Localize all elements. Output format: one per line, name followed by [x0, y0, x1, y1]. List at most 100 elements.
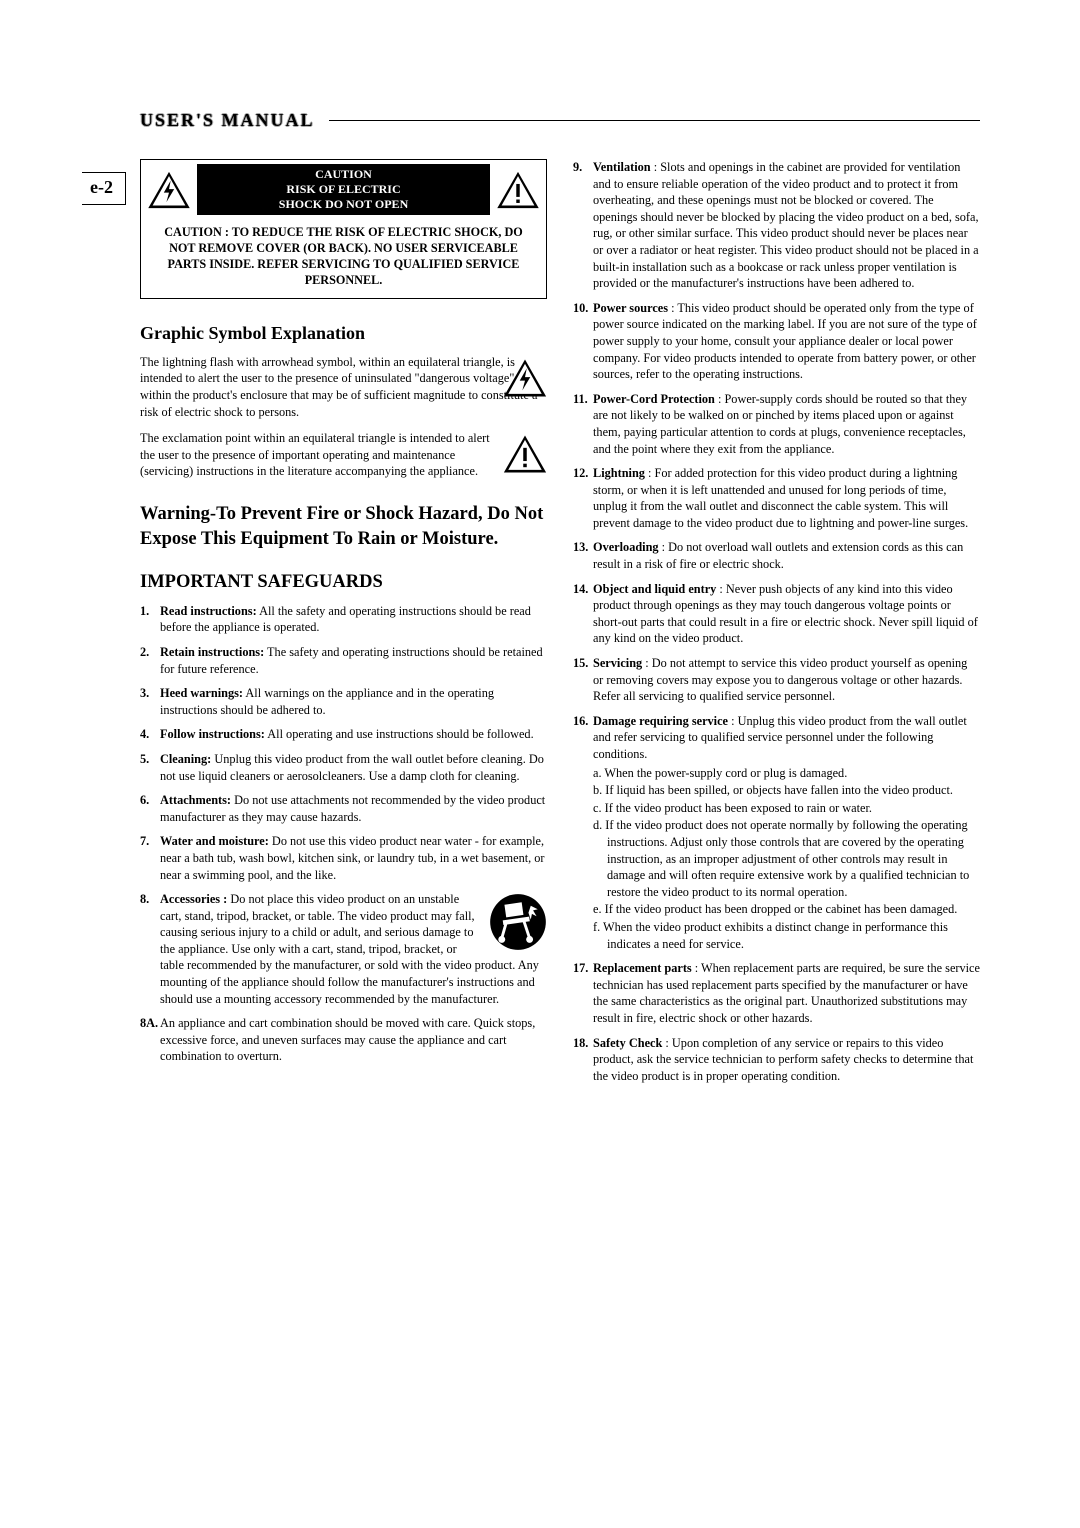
safeguard-item: 18. Safety Check : Upon completion of any… — [573, 1035, 980, 1085]
item-number: 6. — [140, 792, 149, 809]
lightning-triangle-icon — [503, 354, 547, 402]
header-rule — [329, 120, 980, 121]
item-lead: Accessories : — [160, 892, 227, 906]
gse-paragraph-2: The exclamation point within an equilate… — [140, 430, 547, 480]
content-columns: CAUTION RISK OF ELECTRIC SHOCK DO NOT OP… — [140, 159, 980, 1092]
caution-body-text: CAUTION : TO REDUCE THE RISK OF ELECTRIC… — [141, 219, 546, 298]
item-number: 9. — [573, 159, 582, 176]
item-lead: Cleaning: — [160, 752, 211, 766]
safeguard-item: 11. Power-Cord Protection : Power-supply … — [573, 391, 980, 457]
item-text: Retain instructions: The safety and oper… — [160, 645, 543, 676]
safeguard-item: 4. Follow instructions: All operating and… — [140, 726, 547, 743]
safeguard-item: 7.Water and moisture: Do not use this vi… — [140, 833, 547, 883]
safeguard-item: 8A.An appliance and cart combination sho… — [140, 1015, 547, 1065]
item-text: Power sources : This video product shoul… — [593, 301, 977, 381]
item-lead: Power-Cord Protection — [593, 392, 715, 406]
safeguard-item: 16. Damage requiring service : Unplug thi… — [573, 713, 980, 952]
caution-banner: CAUTION RISK OF ELECTRIC SHOCK DO NOT OP… — [141, 160, 546, 219]
item-lead: Power sources — [593, 301, 668, 315]
cart-warning-icon — [489, 893, 547, 951]
item-text: Cleaning: Unplug this video product from… — [160, 752, 544, 783]
header: USER'S MANUAL — [140, 110, 980, 131]
exclamation-triangle-icon — [503, 430, 547, 478]
item-lead: Heed warnings: — [160, 686, 243, 700]
safeguards-list-left: 1. Read instructions: All the safety and … — [140, 603, 547, 1065]
warning-heading: Warning-To Prevent Fire or Shock Hazard,… — [140, 502, 547, 552]
safeguard-item: 10. Power sources : This video product sh… — [573, 300, 980, 383]
safeguard-item: 13.Overloading : Do not overload wall ou… — [573, 539, 980, 572]
item-lead: Servicing — [593, 656, 642, 670]
sub-condition-item: a. When the power-supply cord or plug is… — [593, 765, 980, 782]
lightning-triangle-icon — [147, 171, 191, 209]
safeguard-item: 9. Ventilation : Slots and openings in th… — [573, 159, 980, 292]
item-lead: Object and liquid entry — [593, 582, 716, 596]
item-lead: Retain instructions: — [160, 645, 264, 659]
item-number: 1. — [140, 603, 149, 620]
item-lead: Lightning — [593, 466, 645, 480]
item-number: 14. — [573, 581, 588, 598]
item-text: Heed warnings: All warnings on the appli… — [160, 686, 494, 717]
sub-condition-item: b. If liquid has been spilled, or object… — [593, 782, 980, 799]
safeguard-item: 12.Lightning : For added protection for … — [573, 465, 980, 531]
sub-condition-item: e. If the video product has been dropped… — [593, 901, 980, 918]
header-title: USER'S MANUAL — [140, 110, 315, 131]
item-number: 3. — [140, 685, 149, 702]
sub-condition-item: c. If the video product has been exposed… — [593, 800, 980, 817]
right-column: 9. Ventilation : Slots and openings in th… — [573, 159, 980, 1092]
gse-heading: Graphic Symbol Explanation — [140, 321, 547, 345]
safeguard-item: 2. Retain instructions: The safety and op… — [140, 644, 547, 677]
safeguard-item: 17. Replacement parts : When replacement … — [573, 960, 980, 1026]
item-lead: Ventilation — [593, 160, 651, 174]
caution-box: CAUTION RISK OF ELECTRIC SHOCK DO NOT OP… — [140, 159, 547, 299]
item-text: Ventilation : Slots and openings in the … — [593, 160, 979, 290]
item-text: Read instructions: All the safety and op… — [160, 604, 531, 635]
safeguard-item: 14. Object and liquid entry : Never push … — [573, 581, 980, 647]
item-lead: Water and moisture: — [160, 834, 269, 848]
safeguards-list-right: 9. Ventilation : Slots and openings in th… — [573, 159, 980, 1084]
gse-paragraph-1: The lightning flash with arrowhead symbo… — [140, 354, 547, 420]
item-text: Overloading : Do not overload wall outle… — [593, 540, 963, 571]
safeguard-item: 15. Servicing : Do not attempt to service… — [573, 655, 980, 705]
caution-banner-text: CAUTION RISK OF ELECTRIC SHOCK DO NOT OP… — [197, 164, 490, 215]
item-text: Object and liquid entry : Never push obj… — [593, 582, 978, 646]
item-text: Lightning : For added protection for thi… — [593, 466, 968, 530]
sub-conditions: a. When the power-supply cord or plug is… — [593, 765, 980, 953]
item-text: Accessories : Do not place this video pr… — [160, 892, 539, 1006]
item-text: Servicing : Do not attempt to service th… — [593, 656, 967, 703]
item-number: 8A. — [140, 1015, 158, 1032]
item-text: An appliance and cart combination should… — [160, 1016, 535, 1063]
item-number: 10. — [573, 300, 588, 317]
item-number: 15. — [573, 655, 588, 672]
item-number: 17. — [573, 960, 588, 977]
item-lead: Read instructions: — [160, 604, 257, 618]
item-number: 16. — [573, 713, 588, 730]
item-lead: Safety Check — [593, 1036, 662, 1050]
safeguard-item: 3. Heed warnings: All warnings on the app… — [140, 685, 547, 718]
safeguard-item: 8. Accessories : Do not place this video … — [140, 891, 547, 1007]
item-lead: Damage requiring service — [593, 714, 728, 728]
item-text: Power-Cord Protection : Power-supply cor… — [593, 392, 967, 456]
sub-condition-item: d. If the video product does not operate… — [593, 817, 980, 900]
exclamation-triangle-icon — [496, 171, 540, 209]
item-number: 18. — [573, 1035, 588, 1052]
item-number: 8. — [140, 891, 149, 908]
item-text: Safety Check : Upon completion of any se… — [593, 1036, 973, 1083]
gse-p1-text: The lightning flash with arrowhead symbo… — [140, 354, 547, 420]
item-text: Water and moisture: Do not use this vide… — [160, 834, 545, 881]
safeguard-item: 6. Attachments: Do not use attachments no… — [140, 792, 547, 825]
item-number: 2. — [140, 644, 149, 661]
sub-condition-item: f. When the video product exhibits a dis… — [593, 919, 980, 952]
item-number: 5. — [140, 751, 149, 768]
item-text: Attachments: Do not use attachments not … — [160, 793, 545, 824]
item-number: 4. — [140, 726, 149, 743]
item-lead: Replacement parts — [593, 961, 692, 975]
item-text: Follow instructions: All operating and u… — [160, 727, 534, 741]
item-text: Damage requiring service : Unplug this v… — [593, 714, 967, 761]
item-text: Replacement parts : When replacement par… — [593, 961, 980, 1025]
safeguard-item: 5. Cleaning: Unplug this video product fr… — [140, 751, 547, 784]
item-lead: Attachments: — [160, 793, 231, 807]
gse-p2-text: The exclamation point within an equilate… — [140, 430, 547, 480]
safeguard-item: 1. Read instructions: All the safety and … — [140, 603, 547, 636]
left-column: CAUTION RISK OF ELECTRIC SHOCK DO NOT OP… — [140, 159, 547, 1092]
item-number: 11. — [573, 391, 588, 408]
